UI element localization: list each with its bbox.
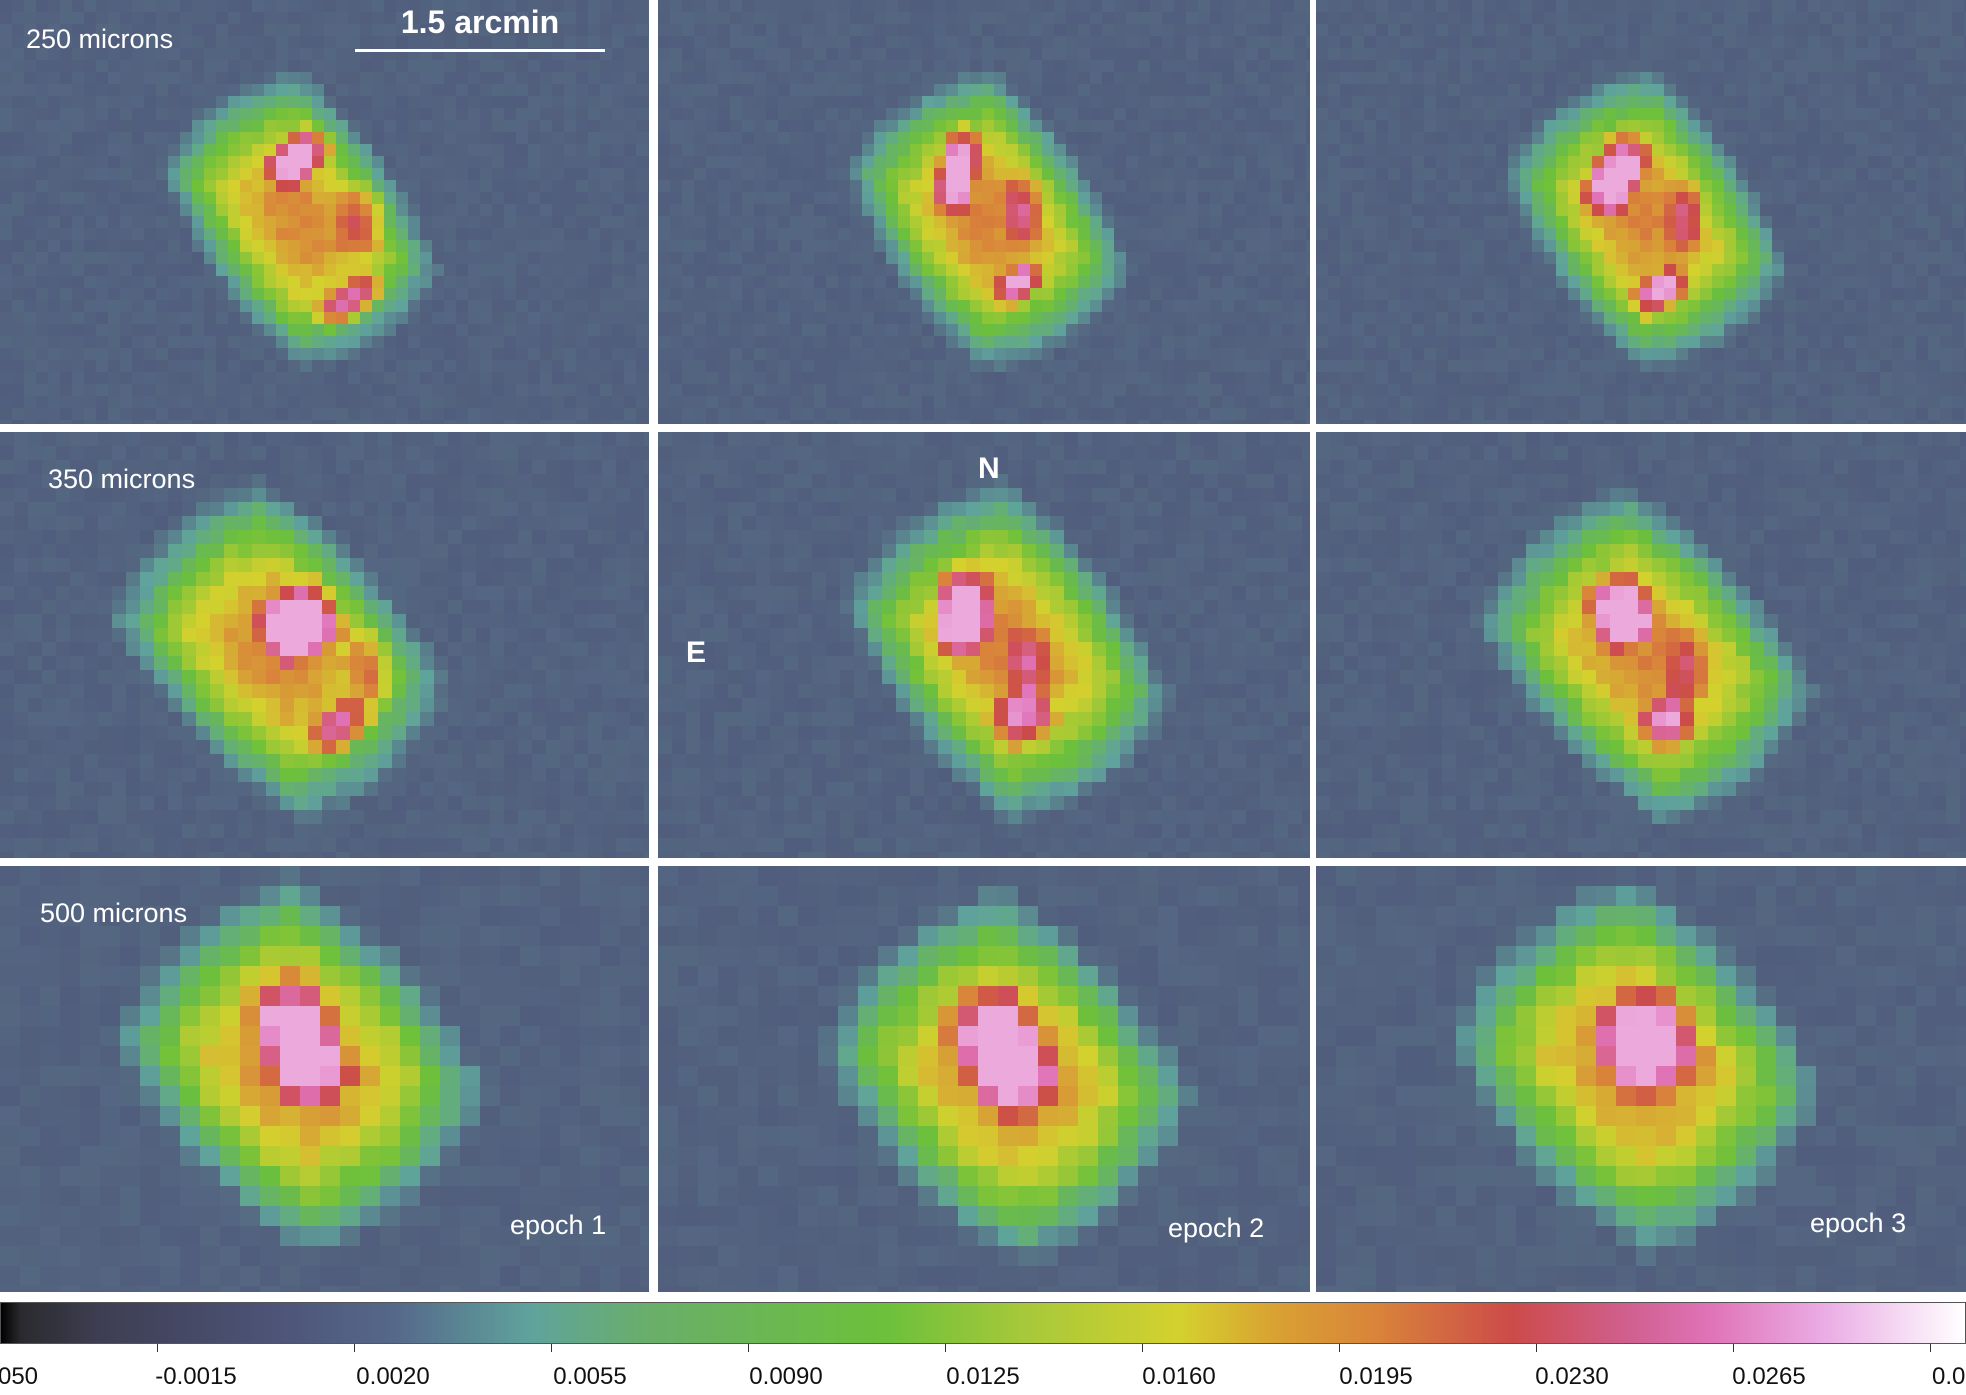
colorbar-tick	[1733, 1344, 1734, 1352]
image-panel-r1-c3	[1316, 0, 1966, 424]
intensity-map	[1316, 432, 1966, 858]
epoch-label-3: epoch 3	[1810, 1208, 1907, 1238]
colorbar-tick	[354, 1344, 355, 1352]
colorbar-tick-label: 0.0090	[749, 1363, 823, 1390]
colorbar-tick-label: 0.0020	[356, 1363, 430, 1390]
epoch-label-2: epoch 2	[1168, 1213, 1265, 1243]
colorbar-tick-label: 0.0125	[946, 1363, 1020, 1390]
wavelength-label-row-1: 250 microns	[26, 24, 174, 54]
image-panel-r1-c1	[0, 0, 649, 424]
colorbar-tick-label: 0.0055	[553, 1363, 627, 1390]
image-panel-r3-c1	[0, 866, 649, 1292]
intensity-map	[0, 432, 649, 858]
compass-north-label: N	[978, 452, 1000, 485]
colorbar-tick	[157, 1344, 158, 1352]
colorbar-tick-label: 050	[0, 1363, 39, 1390]
colorbar-tick	[1536, 1344, 1537, 1352]
image-panel-r3-c3	[1316, 866, 1966, 1292]
intensity-map	[658, 0, 1310, 424]
intensity-map	[658, 432, 1310, 858]
image-panel-r2-c3	[1316, 432, 1966, 858]
colorbar-tick-label: 0.0195	[1339, 1363, 1413, 1390]
image-panel-r2-c1	[0, 432, 649, 858]
image-grid: 1.5 arcmin 250 microns 350 microns 500 mic…	[0, 0, 1966, 1292]
colorbar-tick-label: 0.0160	[1142, 1363, 1216, 1390]
scale-bar	[355, 49, 605, 52]
intensity-map	[0, 866, 649, 1292]
colorbar-tick	[748, 1344, 749, 1352]
colorbar-tick-label: -0.0015	[155, 1363, 237, 1390]
epoch-label-1: epoch 1	[510, 1210, 607, 1240]
image-panel-r3-c2	[658, 866, 1310, 1292]
scale-bar-label: 1.5 arcmin	[400, 4, 560, 40]
intensity-map	[1316, 0, 1966, 424]
colorbar-tick-label: 0.0265	[1732, 1363, 1806, 1390]
colorbar-tick	[551, 1344, 552, 1352]
colorbar-ticks	[0, 1344, 1966, 1354]
image-panel-r1-c2	[658, 0, 1310, 424]
compass-east-label: E	[686, 636, 707, 669]
colorbar-tick	[945, 1344, 946, 1352]
colorbar-tick-label: 0.0:	[1931, 1363, 1966, 1390]
wavelength-label-row-2: 350 microns	[48, 464, 196, 494]
colorbar-tick	[1930, 1344, 1931, 1352]
image-panel-r2-c2	[658, 432, 1310, 858]
colorbar-tick	[1142, 1344, 1143, 1352]
intensity-map	[1316, 866, 1966, 1292]
colorbar-tick-labels: 050 -0.0015 0.0020 0.0055 0.0090 0.0125 0.0160…	[0, 1355, 1966, 1395]
colorbar-tick-label: 0.0230	[1535, 1363, 1609, 1390]
colorbar-tick	[1339, 1344, 1340, 1352]
intensity-map	[0, 0, 649, 424]
wavelength-label-row-3: 500 microns	[40, 898, 188, 928]
intensity-map	[658, 866, 1310, 1292]
colorbar	[0, 1302, 1966, 1344]
